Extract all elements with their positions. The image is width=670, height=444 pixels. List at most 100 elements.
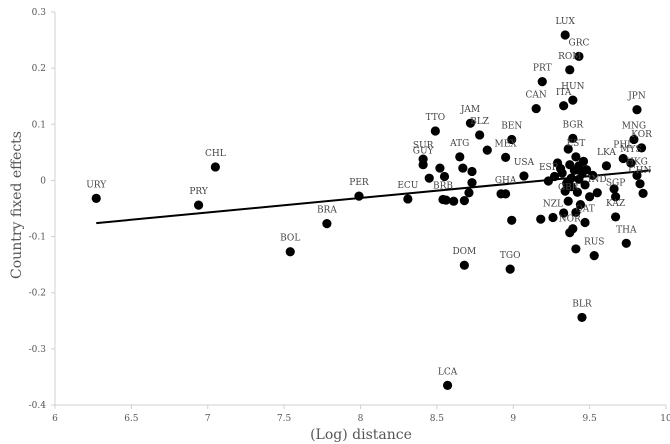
point-label-ben: BEN xyxy=(501,121,522,131)
data-point-blz xyxy=(475,130,485,140)
point-label-nzl: NZL xyxy=(543,199,563,209)
point-label-sgp: SGP xyxy=(606,179,625,189)
data-point xyxy=(459,196,469,206)
y-tick-label: -0.4 xyxy=(29,401,47,411)
point-label-bgr: BGR xyxy=(562,120,583,130)
data-point-sgp xyxy=(610,192,621,202)
data-point-per xyxy=(354,191,364,201)
data-point xyxy=(557,168,567,178)
point-label-brb: BRB xyxy=(433,182,453,192)
point-label-usa: USA xyxy=(514,158,535,168)
point-label-est: EST xyxy=(567,139,586,149)
data-point-jam xyxy=(465,118,476,128)
y-tick-label: 0.3 xyxy=(32,8,47,18)
point-label-kaz: KAZ xyxy=(606,199,625,209)
data-point xyxy=(482,145,492,155)
x-tick-label: 9 xyxy=(510,414,516,424)
point-label-gbr: GBR xyxy=(558,183,579,193)
data-point xyxy=(536,214,546,224)
data-point-esp xyxy=(543,176,553,186)
data-point-grc xyxy=(574,51,584,61)
y-tick-label: 0 xyxy=(40,176,46,186)
fit-line xyxy=(96,169,651,225)
x-tick-label: 7.5 xyxy=(277,414,292,424)
data-point xyxy=(435,163,445,173)
data-point-ecu xyxy=(403,194,413,204)
data-point xyxy=(580,180,590,190)
data-point xyxy=(563,144,573,154)
data-point-hkg xyxy=(632,170,642,180)
point-label-phl: PHL xyxy=(613,141,633,151)
point-label-tgo: TGO xyxy=(500,251,521,261)
point-label-per: PER xyxy=(349,178,369,188)
x-axis-title: (Log) distance xyxy=(310,427,412,443)
point-label-rom: ROM xyxy=(558,52,581,62)
data-point-lka xyxy=(601,161,612,171)
data-point-usa xyxy=(519,171,529,181)
point-label-guy: GUY xyxy=(413,147,435,157)
data-point-est xyxy=(571,152,581,162)
point-label-hkg: HKG xyxy=(626,157,648,167)
data-point-bgr xyxy=(568,133,578,143)
data-point xyxy=(588,170,598,180)
y-tick-label: -0.1 xyxy=(29,233,46,243)
data-point xyxy=(439,171,450,182)
data-point xyxy=(559,208,569,218)
point-label-lca: LCA xyxy=(438,367,458,377)
y-axis-ticks: 0.3 0.2 0.1 0 -0.1 -0.2 -0.3 -0.4 xyxy=(29,8,55,411)
x-tick-label: 7 xyxy=(205,414,211,424)
data-point xyxy=(578,156,589,166)
data-point-phl xyxy=(618,153,628,164)
point-label-chl: CHL xyxy=(205,149,226,159)
data-point xyxy=(467,178,477,188)
point-label-tha: THA xyxy=(616,225,637,235)
data-point-ury xyxy=(91,193,101,203)
data-point xyxy=(566,173,576,183)
data-point xyxy=(449,196,459,206)
data-point xyxy=(458,163,468,173)
data-point-dom xyxy=(459,260,469,270)
data-point-prt xyxy=(537,77,547,87)
point-label-can: CAN xyxy=(526,91,547,101)
data-point-guy xyxy=(418,160,428,170)
data-point-nzl xyxy=(548,212,558,223)
data-point xyxy=(571,207,581,218)
x-tick-label: 8 xyxy=(358,414,364,424)
data-point-rus xyxy=(589,251,599,261)
x-tick-label: 8.5 xyxy=(430,414,445,424)
y-tick-label: 0.1 xyxy=(32,120,46,130)
point-label-grc: GRC xyxy=(569,38,590,48)
x-axis-ticks: 6 6.5 7 7.5 8 8.5 9 9.5 10 xyxy=(52,405,670,424)
point-label-esp: ESP xyxy=(539,163,558,173)
point-label-hun: HUN xyxy=(561,82,584,92)
point-label-tto: TTO xyxy=(426,113,446,123)
point-label-dom: DOM xyxy=(452,247,476,257)
point-label-lka: LKA xyxy=(597,148,616,158)
data-point-gha xyxy=(501,189,511,199)
data-point-nor xyxy=(565,228,575,238)
data-point-bra xyxy=(322,219,332,229)
data-point-ind xyxy=(592,188,602,198)
data-point-kor xyxy=(636,143,647,153)
data-point-mng xyxy=(629,134,639,145)
point-label-mng: MNG xyxy=(622,121,646,131)
point-label-rus: RUS xyxy=(584,238,605,248)
data-point-rom xyxy=(565,65,575,75)
x-tick-label: 6 xyxy=(52,414,58,424)
point-label-nor: NOR xyxy=(559,215,581,225)
data-point-kaz xyxy=(610,212,621,222)
data-point xyxy=(609,184,619,194)
data-point xyxy=(507,215,517,225)
data-point xyxy=(581,165,592,175)
data-point-atg xyxy=(455,152,465,162)
point-label-jpn: JPN xyxy=(627,92,646,102)
data-points xyxy=(91,30,648,390)
point-label-ecu: ECU xyxy=(397,181,418,191)
point-label-blr: BLR xyxy=(572,299,592,309)
point-label-kor: KOR xyxy=(631,130,652,140)
data-point-hun xyxy=(568,95,578,105)
data-point xyxy=(571,244,581,254)
data-point-can xyxy=(531,103,541,114)
data-point-brb xyxy=(438,194,448,205)
